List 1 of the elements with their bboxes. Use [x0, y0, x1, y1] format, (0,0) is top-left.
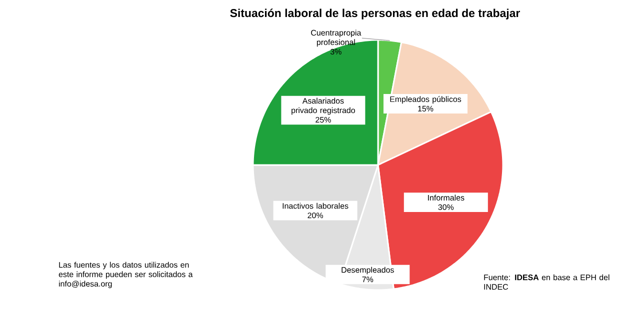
chart-title: Situación laboral de las personas en edad de trabajar [230, 8, 520, 20]
